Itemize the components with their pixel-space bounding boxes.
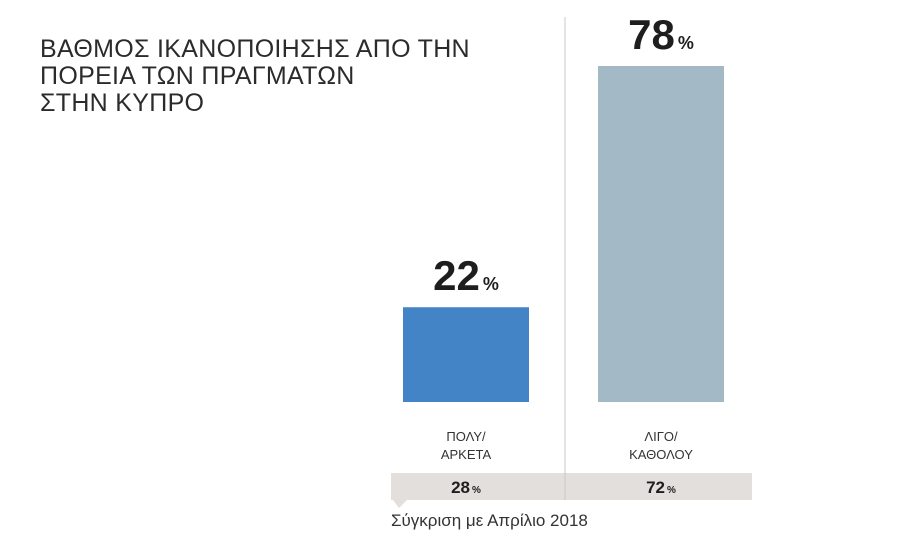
chart-title-line-3: ΣΤΗΝ ΚΥΠΡΟ: [40, 89, 205, 117]
bar-1: [403, 307, 529, 402]
chart-title-line-1: ΒΑΘΜΟΣ ΙΚΑΝΟΠΟΙΗΣΗΣ ΑΠΟ ΤΗΝ: [40, 35, 470, 63]
comparison-band-pointer: [393, 500, 407, 508]
category-label-2-line-2: ΚΑΘΟΛΟΥ: [629, 447, 693, 462]
chart-title-line-2: ΠΟΡΕΙΑ ΤΩΝ ΠΡΑΓΜΑΤΩΝ: [40, 62, 355, 90]
value-label-2: 78%: [628, 11, 694, 58]
chart-title: ΒΑΘΜΟΣ ΙΚΑΝΟΠΟΙΗΣΗΣ ΑΠΟ ΤΗΝ ΠΟΡΕΙΑ ΤΩΝ Π…: [40, 36, 470, 117]
category-label-2-line-1: ΛΙΓΟ/: [644, 429, 678, 444]
comparison-value-2: 72%: [646, 478, 676, 497]
comparison-band: [391, 473, 752, 500]
category-label-1-line-1: ΠΟΛΥ/: [446, 429, 486, 444]
comparison-caption: Σύγκριση με Απρίλιο 2018: [391, 511, 588, 530]
bar-2: [598, 66, 724, 402]
comparison-value-1: 28%: [451, 478, 481, 497]
value-label-1: 22%: [433, 252, 499, 299]
category-label-1-line-2: ΑΡΚΕΤΑ: [441, 447, 492, 462]
